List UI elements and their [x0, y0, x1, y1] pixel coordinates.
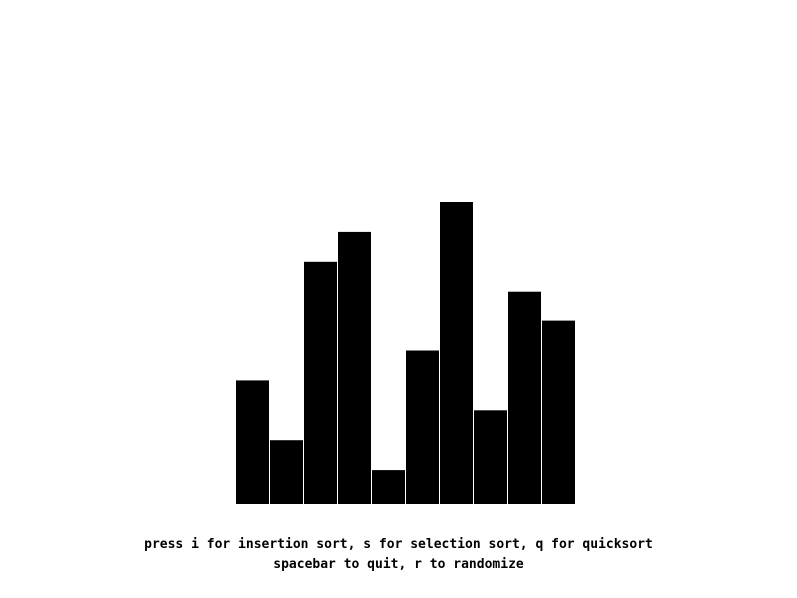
bar-10 [542, 320, 575, 504]
bar-9 [508, 291, 541, 504]
bar-6 [406, 350, 439, 504]
bar-4 [338, 231, 371, 504]
bar-7 [440, 202, 473, 504]
bar-1 [236, 380, 269, 504]
bar-5 [372, 470, 405, 504]
instructions-line-1: press i for insertion sort, s for select… [144, 537, 653, 552]
instructions-line-2: spacebar to quit, r to randomize [273, 557, 524, 572]
bar-2 [270, 440, 303, 504]
bar-8 [474, 410, 507, 504]
bar-3 [304, 261, 337, 504]
